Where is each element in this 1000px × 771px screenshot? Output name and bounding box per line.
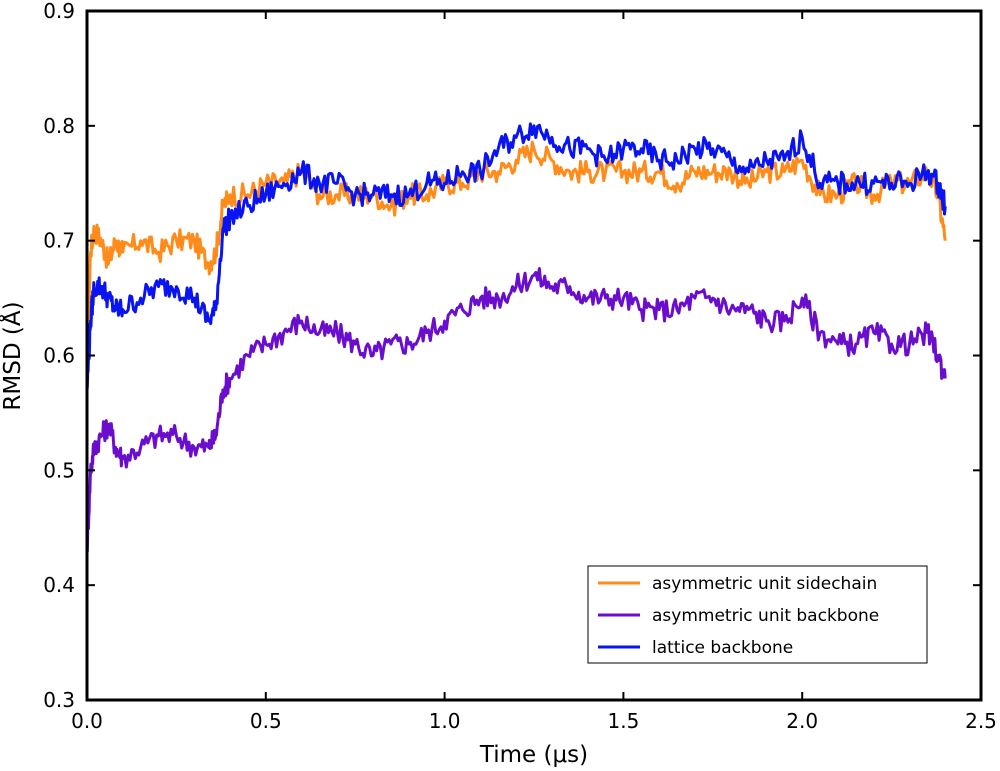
tick-layer: 0.0 0.5 1.0 1.5 2.0 2.5 0.3 0.4 0.5 0.6 0.7 0.8 0.9	[43, 0, 997, 733]
x-tick-label: 1.0	[429, 709, 461, 733]
x-tick-label: 2.0	[786, 709, 818, 733]
series-line-1	[85, 140, 947, 356]
legend-label: asymmetric unit backbone	[652, 606, 879, 626]
legend-label: lattice backbone	[652, 638, 793, 658]
series-line-2	[85, 267, 947, 553]
x-tick-label: 1.5	[607, 709, 639, 733]
legend-label: asymmetric unit sidechain	[652, 574, 877, 594]
y-tick-label: 0.5	[43, 458, 75, 482]
legend: asymmetric unit sidechain asymmetric unit…	[587, 565, 928, 664]
x-axis-label: Time (μs)	[479, 742, 588, 768]
y-tick-label: 0.3	[43, 688, 75, 712]
legend-box	[587, 565, 928, 664]
y-tick-label: 0.4	[43, 573, 75, 597]
x-tick-label: 0.0	[71, 709, 103, 733]
y-tick-label: 0.8	[43, 114, 75, 138]
series-line-3	[85, 122, 947, 391]
y-tick-label: 0.6	[43, 344, 75, 368]
x-tick-label: 2.5	[965, 709, 997, 733]
series-layer	[85, 122, 947, 553]
legend-items: asymmetric unit sidechain asymmetric unit…	[598, 574, 879, 658]
x-tick-label: 0.5	[250, 709, 282, 733]
y-tick-label: 0.7	[43, 229, 75, 253]
y-axis-label: RMSD (Å)	[0, 301, 26, 410]
y-tick-label: 0.9	[43, 0, 75, 23]
